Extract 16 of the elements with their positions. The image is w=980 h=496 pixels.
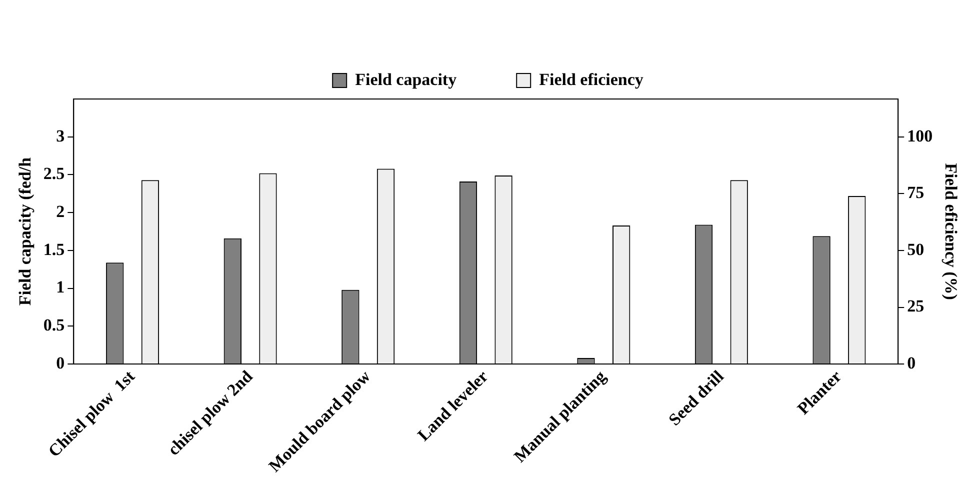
y-tick-label: 2.5 — [43, 164, 65, 184]
y2-tick-label: 25 — [907, 296, 924, 316]
y-tick-label: 1.5 — [43, 240, 65, 259]
y-tick-label: 2 — [56, 202, 65, 221]
y2-axis-title: Field eficiency (%) — [941, 163, 960, 300]
y-tick-label: 0 — [56, 353, 65, 372]
y2-tick-label: 100 — [907, 126, 933, 146]
y2-tick-label: 50 — [907, 240, 924, 259]
legend-label: Field capacity — [355, 70, 458, 89]
y-tick-label: 0.5 — [43, 316, 65, 335]
y-tick-label: 1 — [56, 278, 65, 297]
y2-tick-label: 75 — [907, 183, 924, 202]
y-axis-title: Field capacity (fed/h — [16, 156, 35, 306]
y-tick-label: 3 — [56, 126, 65, 146]
y2-tick-label: 0 — [907, 353, 916, 372]
legend-label: Field eficiency — [539, 70, 644, 89]
